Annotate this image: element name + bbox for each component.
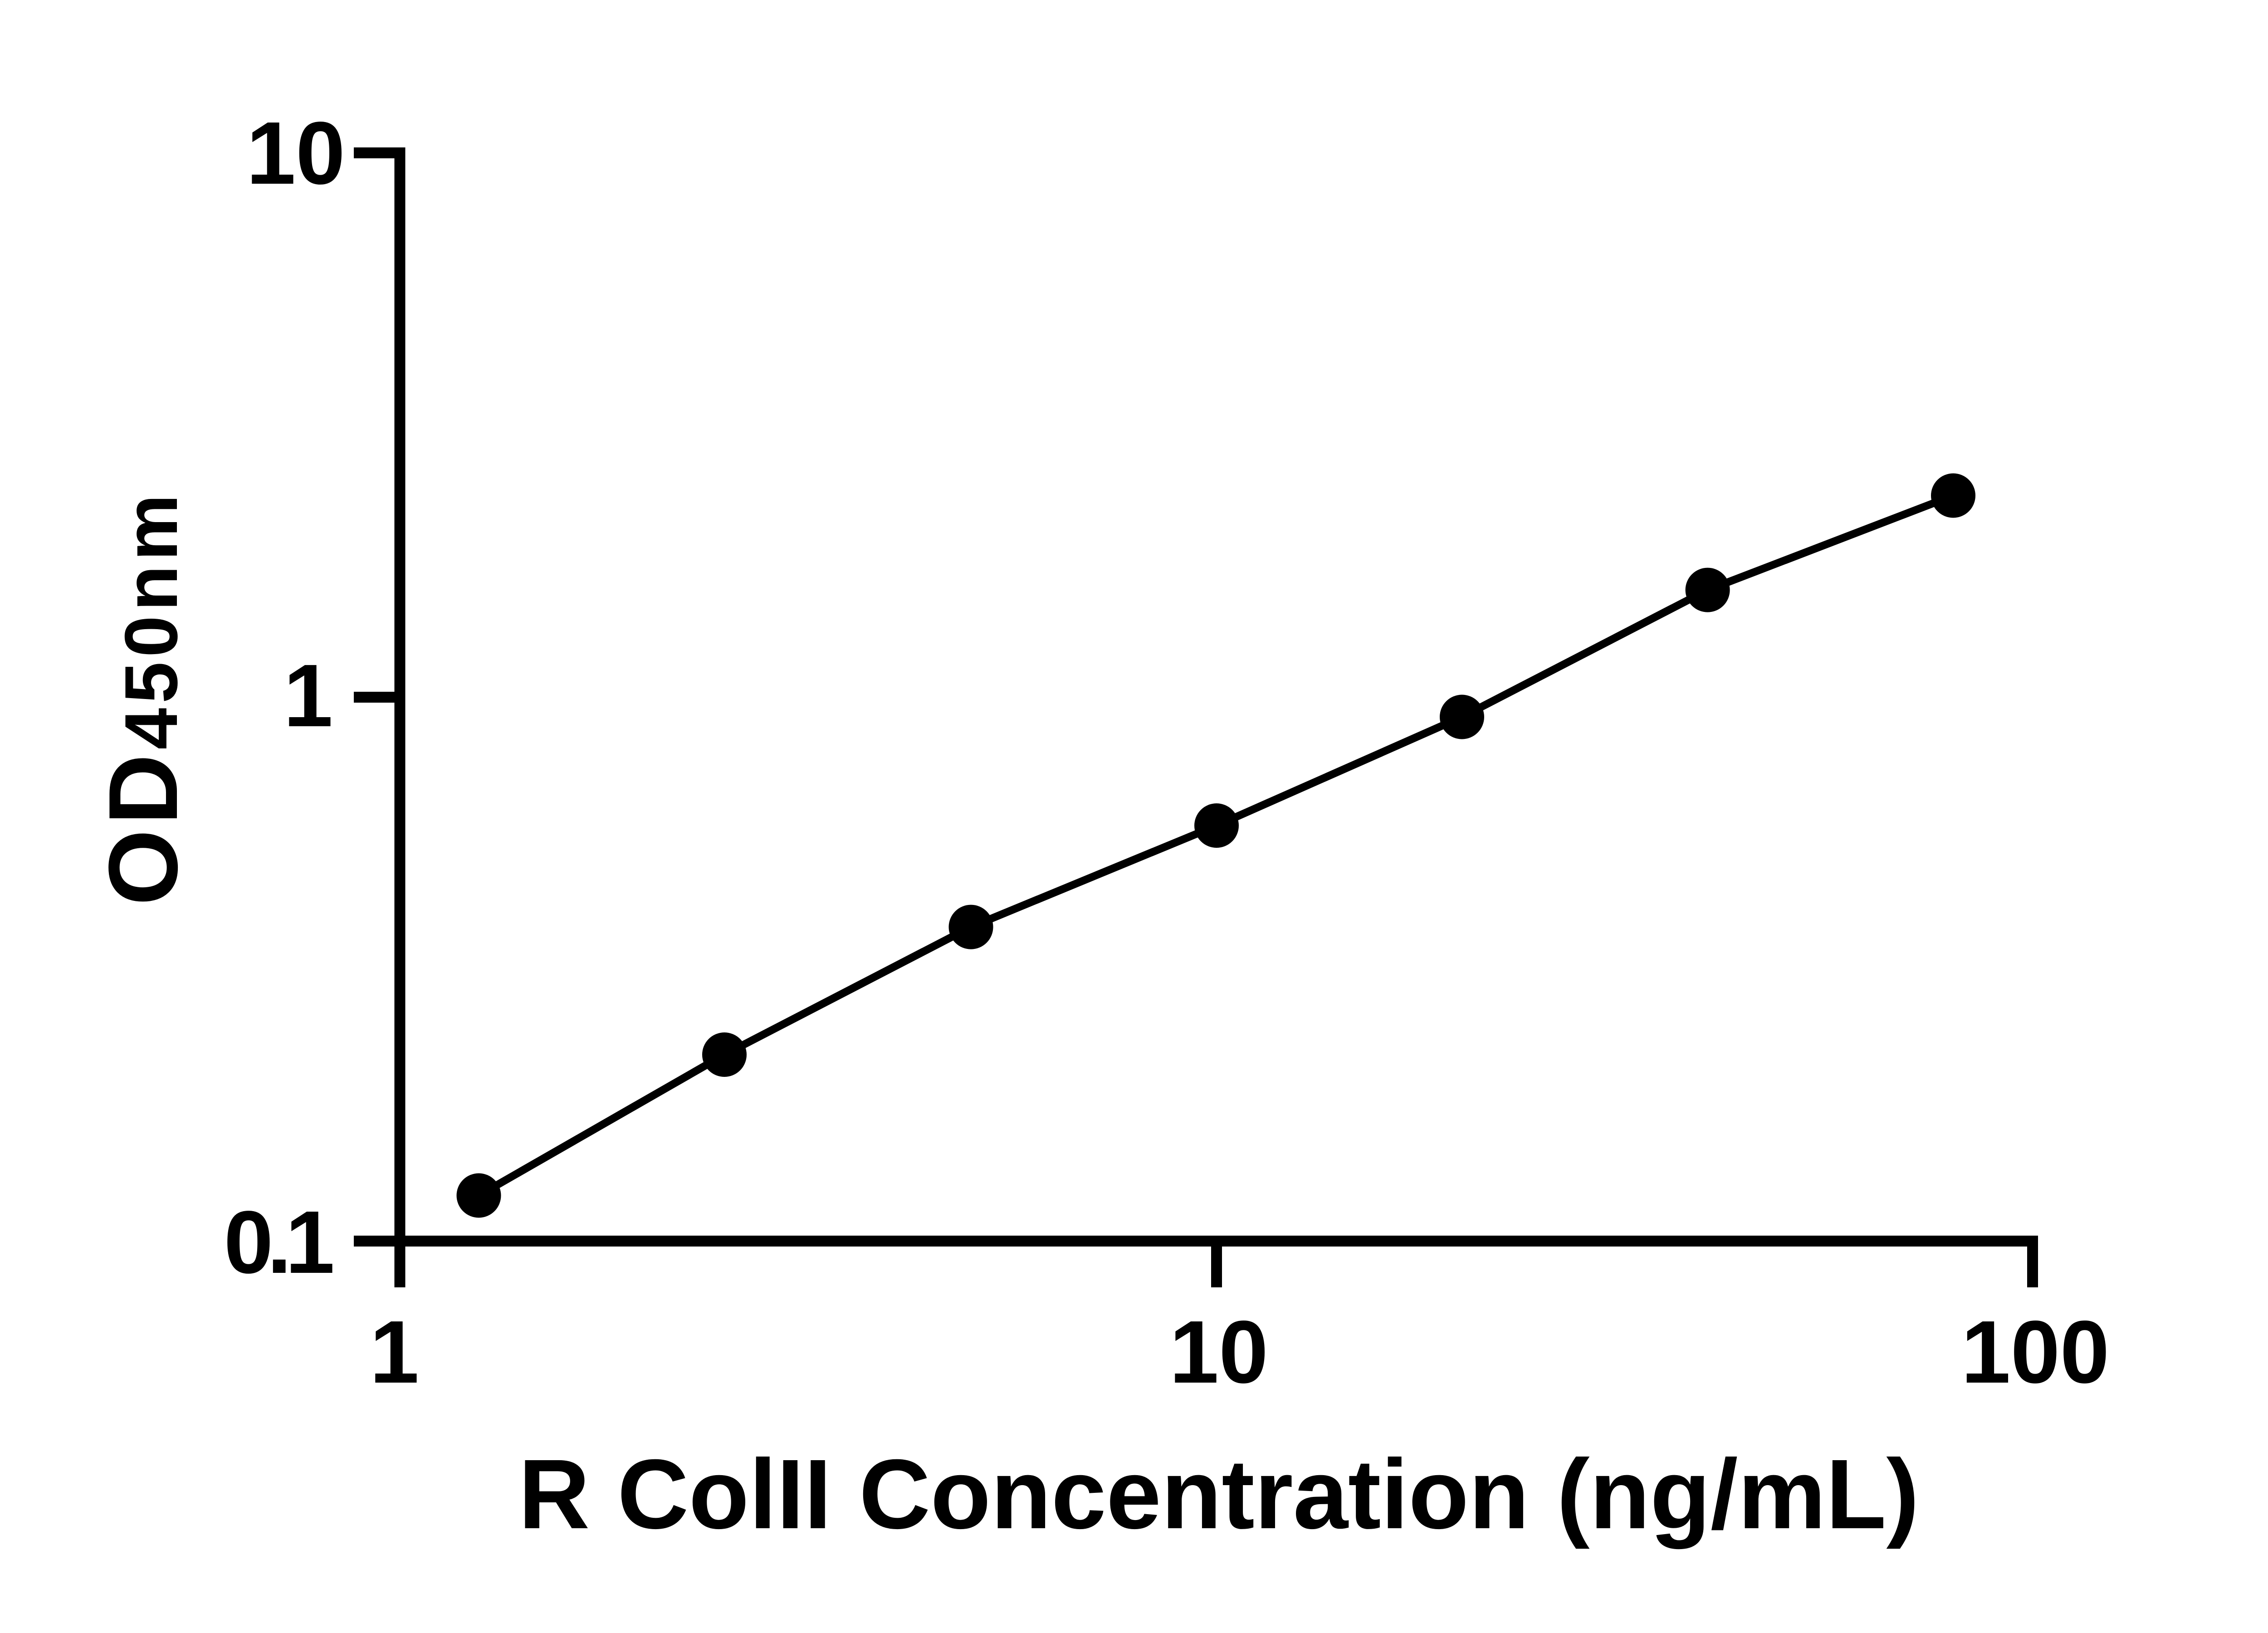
svg-text:100: 100: [1961, 1302, 2109, 1402]
svg-text:OD450nm: OD450nm: [88, 490, 198, 906]
svg-text:1: 1: [370, 1302, 419, 1402]
svg-text:1: 1: [284, 646, 333, 745]
svg-text:R ColII Concentration (ng/mL): R ColII Concentration (ng/mL): [518, 1439, 1919, 1550]
svg-text:10: 10: [246, 103, 345, 203]
svg-text:10: 10: [1169, 1302, 1268, 1402]
svg-text:0.1: 0.1: [224, 1193, 332, 1292]
